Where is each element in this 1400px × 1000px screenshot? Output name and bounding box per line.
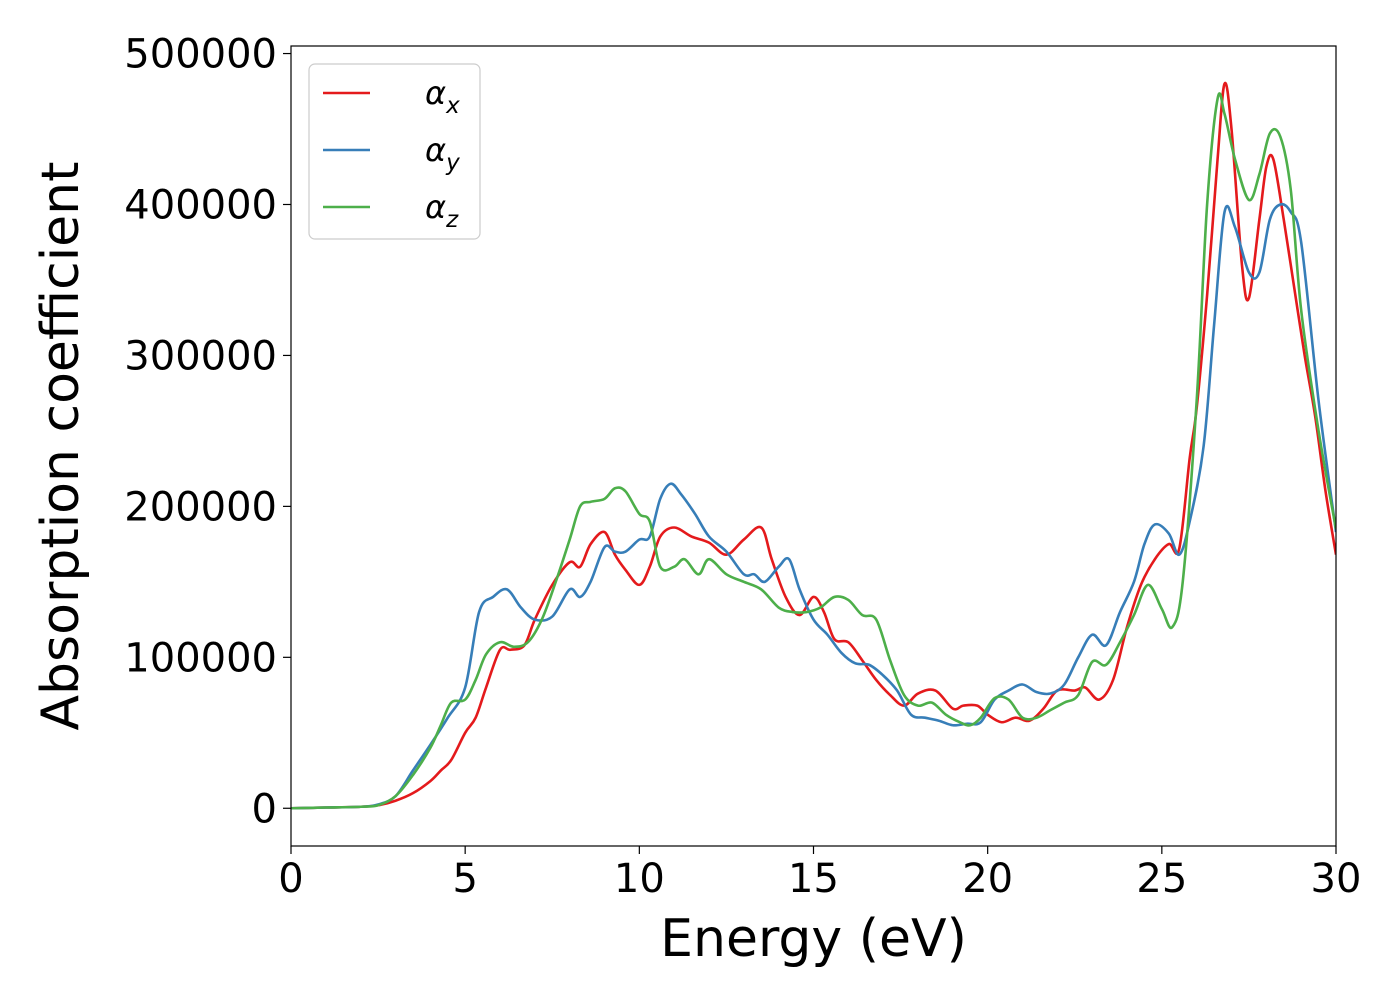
y-tick-label: 500000 — [124, 32, 277, 78]
x-tick-label: 10 — [614, 856, 665, 902]
series-line-alpha-z — [291, 92, 1336, 810]
series-line-alpha-y — [291, 202, 1336, 810]
legend-label-alpha-x: αx — [425, 74, 460, 119]
series-line-alpha-x — [291, 81, 1336, 810]
series-lines — [291, 81, 1336, 810]
y-tick-label: 200000 — [124, 484, 277, 530]
legend: αx αy αz — [308, 63, 481, 240]
y-tick-label: 300000 — [124, 333, 277, 379]
y-tick-label: 400000 — [124, 182, 277, 228]
x-axis-label: Energy (eV) — [660, 909, 967, 969]
legend-label-alpha-z: αz — [425, 188, 459, 233]
x-axis-ticks: 0 5 10 15 20 25 30 — [278, 846, 1361, 902]
y-tick-label: 0 — [252, 786, 277, 832]
x-tick-label: 20 — [962, 856, 1013, 902]
x-tick-label: 5 — [452, 856, 477, 902]
x-tick-label: 30 — [1311, 856, 1362, 902]
x-tick-label: 0 — [278, 856, 303, 902]
x-tick-label: 15 — [788, 856, 839, 902]
y-axis-label: Absorption coefficient — [31, 161, 91, 730]
y-tick-label: 100000 — [124, 635, 277, 681]
y-axis-ticks: 0 100000 200000 300000 400000 500000 — [124, 32, 291, 832]
legend-label-alpha-y: αy — [425, 131, 460, 176]
x-tick-label: 25 — [1136, 856, 1187, 902]
legend-frame — [308, 63, 481, 240]
